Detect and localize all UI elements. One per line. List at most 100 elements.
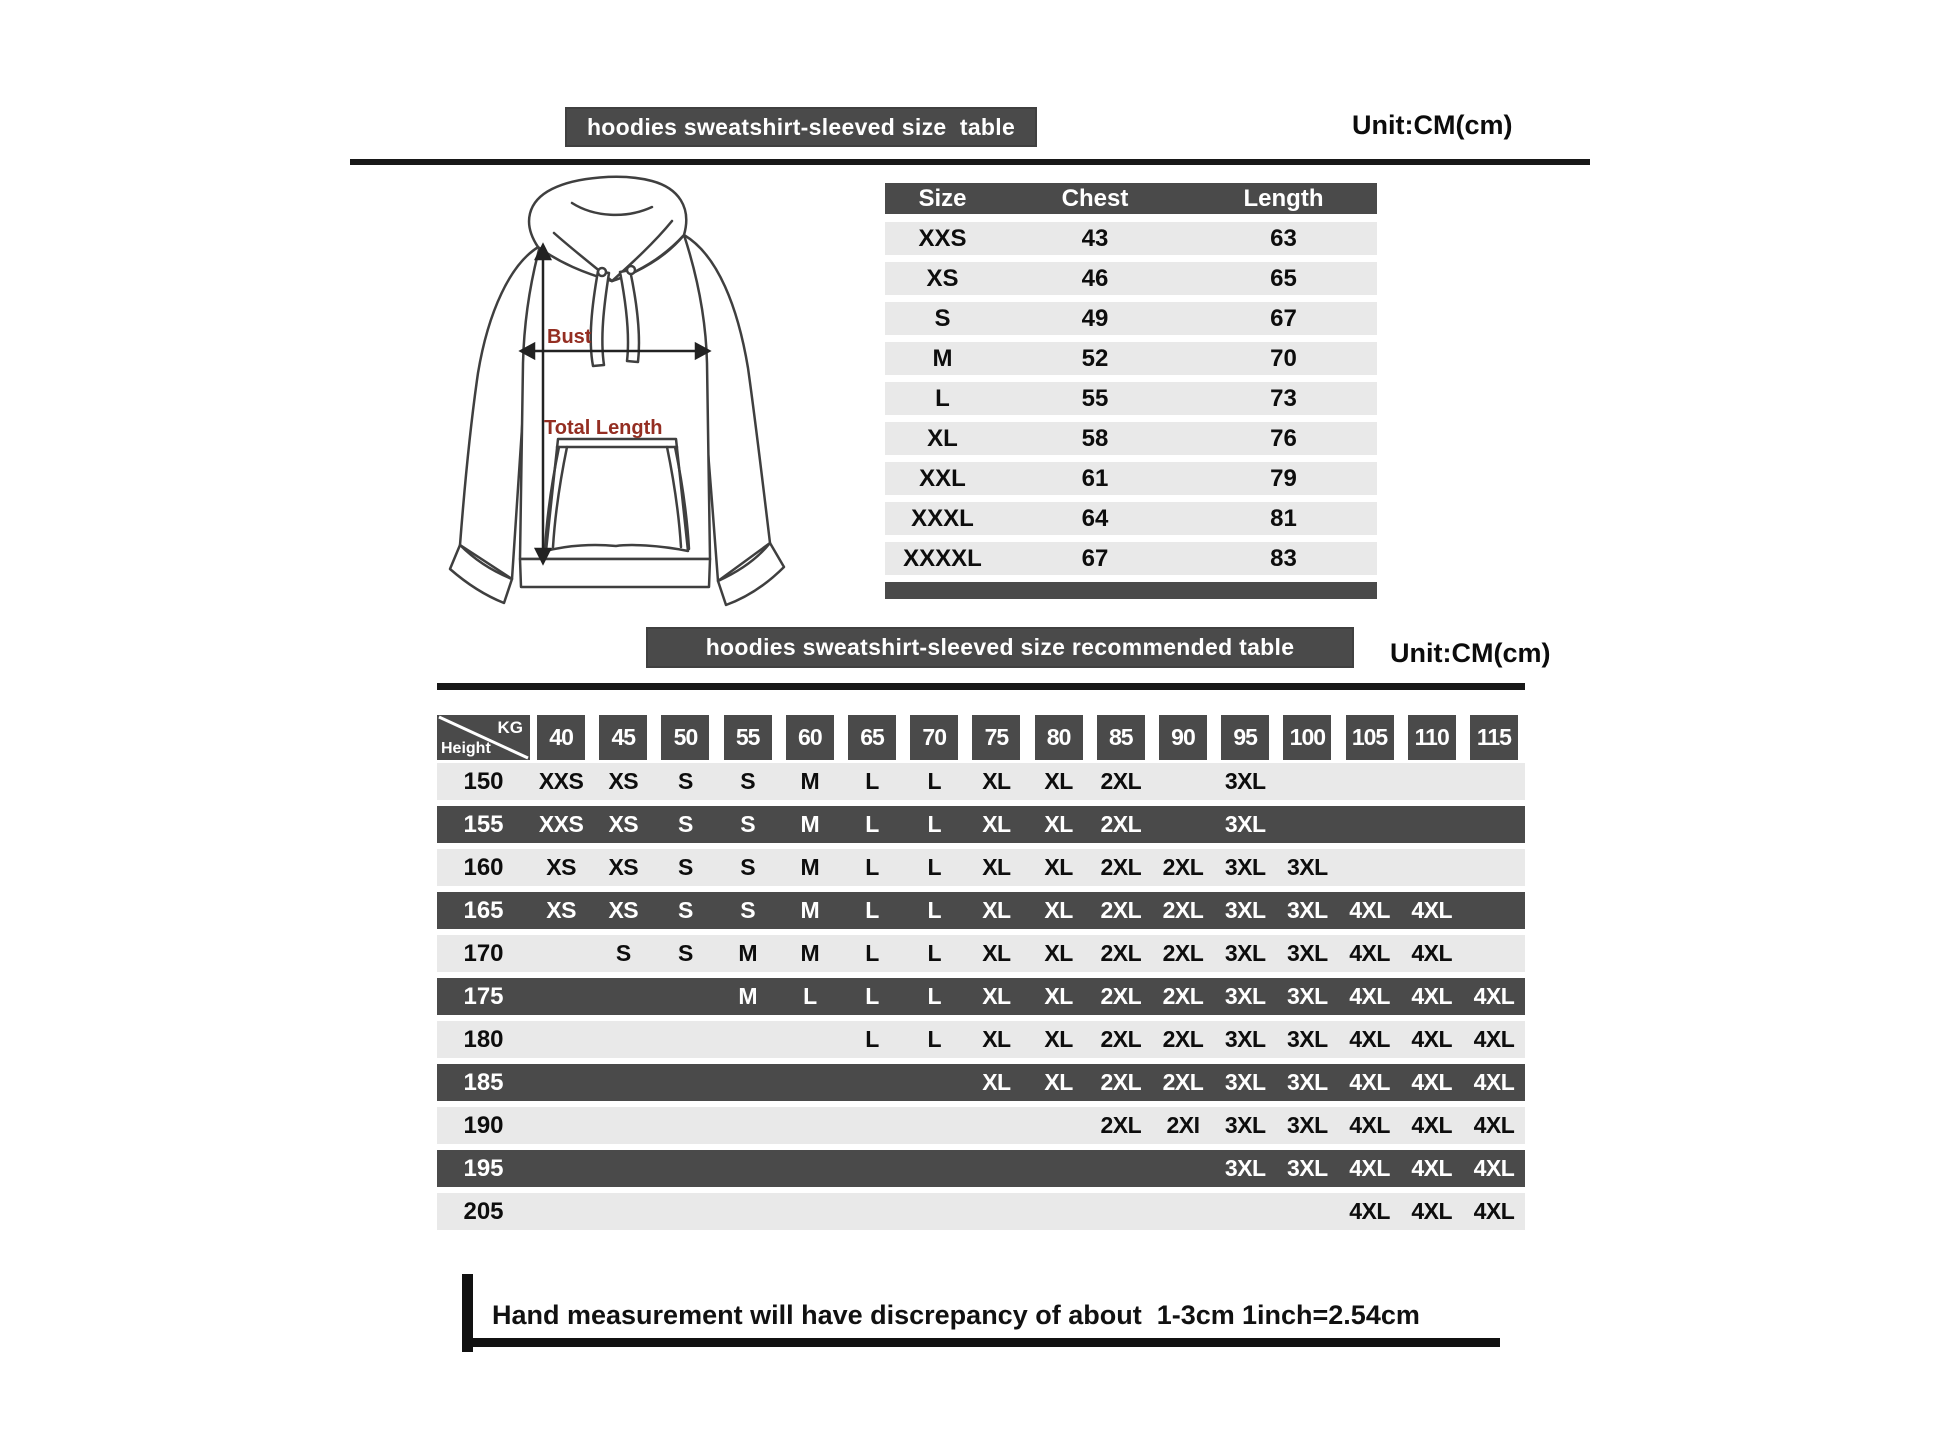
footer-underline <box>468 1338 1500 1347</box>
rec-size-cell: XS <box>546 897 576 923</box>
size-table-header: Size Chest Length <box>885 183 1377 214</box>
rec-size-cell: S <box>740 768 756 794</box>
length-column-header: Length <box>1243 184 1324 212</box>
table-cell: XXL <box>919 464 966 492</box>
table-row: XL 58 76 <box>885 422 1377 455</box>
table-cell: 67 <box>1270 304 1297 332</box>
rec-size-cell: 3XL <box>1224 1155 1266 1181</box>
rec-size-cell: 2XL <box>1100 1112 1142 1138</box>
rec-size-cell <box>592 1021 654 1058</box>
rec-size-cell: S <box>740 897 756 923</box>
table-cell: 63 <box>1270 224 1297 252</box>
rec-size-cell <box>530 1021 592 1058</box>
rec-size-cell: 2XL <box>1162 1026 1204 1052</box>
rec-size-cell <box>841 1193 903 1230</box>
rec-size-cell: 4XL <box>1349 1026 1390 1052</box>
rec-size-cell: 2XL <box>1100 768 1142 794</box>
weight-header-slot: 115 <box>1463 715 1525 760</box>
rec-size-cell <box>1463 892 1525 929</box>
table-cell: 61 <box>1081 464 1109 492</box>
rec-table-row: 180 L L XL XL 2XL 2XL 3XL 3XL 4XL 4XL 4XL <box>437 1021 1525 1058</box>
weight-header-slot: 40 <box>530 715 592 760</box>
weight-header-slot: 110 <box>1401 715 1463 760</box>
rec-table-row: 185 XL XL 2XL 2XL 3XL 3XL 4XL 4XL 4XL <box>437 1064 1525 1101</box>
table-cell: 65 <box>1270 264 1297 292</box>
rec-size-cell: S <box>678 768 693 794</box>
divider-middle <box>437 683 1525 690</box>
rec-size-cell: 3XL <box>1287 1026 1328 1052</box>
total-length-label: Total Length <box>544 417 663 439</box>
table-cell: 79 <box>1270 464 1297 492</box>
rec-size-cell: L <box>865 811 879 837</box>
rec-table-row: 155 XXS XS S S M L L XL XL 2XL 3XL <box>437 806 1525 843</box>
rec-size-cell: 3XL <box>1224 897 1266 923</box>
rec-size-cell: 3XL <box>1287 983 1328 1009</box>
rec-size-cell <box>1028 1150 1090 1187</box>
rec-size-cell <box>1338 763 1400 800</box>
rec-height-cell: 190 <box>463 1111 504 1139</box>
rec-size-cell <box>779 1107 841 1144</box>
rec-size-cell: 3XL <box>1224 768 1266 794</box>
rec-size-cell: XL <box>1044 983 1073 1009</box>
rec-size-cell <box>1338 849 1400 886</box>
weight-header-slot: 95 <box>1214 715 1276 760</box>
rec-size-cell: M <box>800 854 820 880</box>
rec-size-cell: 4XL <box>1411 983 1453 1009</box>
rec-size-cell <box>965 1193 1027 1230</box>
rec-height-cell: 170 <box>463 939 504 967</box>
hoodie-right-cuff <box>716 541 786 607</box>
rec-size-cell <box>654 1064 716 1101</box>
rec-size-cell: XS <box>546 854 576 880</box>
rec-size-cell: M <box>800 940 820 966</box>
rec-size-cell <box>654 1107 716 1144</box>
rec-size-cell: 4XL <box>1411 1112 1453 1138</box>
rec-size-cell <box>965 1107 1027 1144</box>
rec-table-row: 190 2XL 2XI 3XL 3XL 4XL 4XL 4XL <box>437 1107 1525 1144</box>
weight-header-cell: 100 <box>1283 715 1332 760</box>
table-row: XXS 43 63 <box>885 222 1377 255</box>
rec-size-cell <box>903 1193 965 1230</box>
measurement-arrows <box>518 242 712 566</box>
rec-size-cell <box>592 1150 654 1187</box>
rec-size-cell <box>841 1150 903 1187</box>
rec-size-cell: 3XL <box>1287 854 1328 880</box>
rec-size-cell: 4XL <box>1473 1198 1515 1224</box>
weight-header-cell: 55 <box>723 715 772 760</box>
weight-header-cell: 105 <box>1345 715 1394 760</box>
rec-size-cell: 4XL <box>1349 897 1390 923</box>
rec-size-cell: 3XL <box>1287 1112 1328 1138</box>
weight-header-cell: 85 <box>1096 715 1145 760</box>
table-cell: 43 <box>1081 224 1109 252</box>
rec-size-cell: 3XL <box>1224 854 1266 880</box>
rec-size-cell <box>1276 763 1338 800</box>
rec-size-cell <box>1463 849 1525 886</box>
corner-height-label: Height <box>441 740 491 757</box>
rec-size-cell: 4XL <box>1349 1198 1390 1224</box>
size-table-title: hoodies sweatshirt-sleeved size table <box>586 113 1016 140</box>
weight-header-cell: 45 <box>599 715 648 760</box>
weight-header-slot: 85 <box>1090 715 1152 760</box>
rec-size-cell: S <box>678 811 693 837</box>
rec-size-cell: 4XL <box>1411 1198 1453 1224</box>
rec-size-cell: 4XL <box>1411 940 1453 966</box>
rec-size-cell: 4XL <box>1411 1155 1453 1181</box>
rec-size-cell: 3XL <box>1224 1026 1266 1052</box>
rec-size-cell <box>592 978 654 1015</box>
table-cell: M <box>932 344 953 372</box>
rec-size-cell: L <box>927 1026 941 1052</box>
rec-table-row: 175 M L L L XL XL 2XL 2XL 3XL 3XL 4XL 4XL 4XL <box>437 978 1525 1015</box>
rec-size-cell: L <box>927 983 941 1009</box>
rec-height-cell: 195 <box>463 1154 504 1182</box>
rec-size-cell: 2XL <box>1162 897 1204 923</box>
rec-size-cell: S <box>678 940 693 966</box>
rec-size-cell: L <box>865 854 879 880</box>
weight-header-cell: 90 <box>1158 715 1207 760</box>
rec-size-cell: 3XL <box>1224 1069 1266 1095</box>
rec-size-cell <box>779 1193 841 1230</box>
rec-height-cell: 160 <box>463 853 504 881</box>
rec-size-cell: M <box>800 897 820 923</box>
rec-size-cell: 4XL <box>1349 1069 1390 1095</box>
rec-height-cell: 180 <box>463 1025 504 1053</box>
rec-table-row: 165 XS XS S S M L L XL XL 2XL 2XL 3XL 3XL 4XL 4XL <box>437 892 1525 929</box>
rec-table-row: 195 3XL 3XL 4XL 4XL 4XL <box>437 1150 1525 1187</box>
